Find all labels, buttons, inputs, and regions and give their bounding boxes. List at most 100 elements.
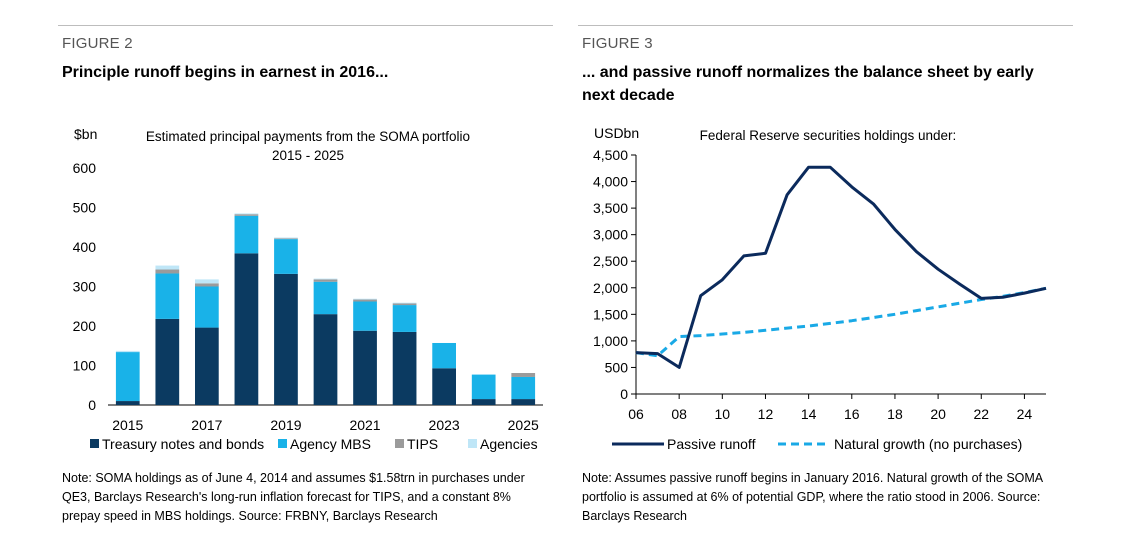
y-tick-label: 300 xyxy=(73,279,97,295)
x-tick-label: 2015 xyxy=(112,417,143,433)
y-tick-label: 600 xyxy=(73,160,97,176)
figure-note: Note: SOMA holdings as of June 4, 2014 a… xyxy=(62,471,525,523)
legend-label: Natural growth (no purchases) xyxy=(834,436,1022,452)
x-tick-label: 24 xyxy=(1017,406,1033,422)
y-tick-label: 2,000 xyxy=(593,280,628,296)
bar-segment xyxy=(195,286,219,328)
figure-note: Note: Assumes passive runoff begins in J… xyxy=(582,471,1043,523)
bar-segment xyxy=(353,330,377,405)
x-tick-label: 2017 xyxy=(191,417,222,433)
figure-3-panel: FIGURE 3 ... and passive runoff normaliz… xyxy=(578,0,1073,545)
legend-swatch xyxy=(278,439,287,448)
bar-segment xyxy=(234,214,259,216)
bar-segment xyxy=(511,399,536,405)
figure-label: FIGURE 3 xyxy=(582,35,653,52)
y-tick-label: 2,500 xyxy=(593,253,628,269)
bar-segment xyxy=(511,373,536,377)
y-tick-label: 0 xyxy=(88,397,96,413)
bar-segment xyxy=(234,215,259,254)
chart-title-line-2: 2015 - 2025 xyxy=(271,148,345,163)
figure-title: ... and passive runoff normalizes the ba… xyxy=(582,64,1034,104)
bar-segment xyxy=(155,269,180,274)
chart-title: Estimated principal payments from the SO… xyxy=(128,127,488,165)
x-tick-label: 10 xyxy=(715,406,731,422)
bar-segment xyxy=(274,237,298,239)
bar-segment xyxy=(353,299,377,302)
bar-segment xyxy=(115,350,140,353)
bar-segment xyxy=(471,399,496,405)
x-tick-label: 16 xyxy=(844,406,860,422)
x-tick-label: 06 xyxy=(628,406,644,422)
bar-segment xyxy=(155,265,180,270)
y-tick-label: 1,000 xyxy=(593,333,628,349)
y-tick-label: 400 xyxy=(73,239,97,255)
bar-segment xyxy=(234,253,259,405)
bar-segment xyxy=(511,376,536,400)
figure-label: FIGURE 2 xyxy=(62,35,133,52)
bar-segment xyxy=(155,318,180,405)
bar-segment xyxy=(313,279,338,282)
top-rule xyxy=(578,25,1073,26)
legend-label: TIPS xyxy=(407,436,438,452)
chart-title-line-1: Estimated principal payments from the SO… xyxy=(145,129,471,144)
bar-segment xyxy=(432,368,456,405)
bar-segment xyxy=(115,401,140,405)
bar-segment xyxy=(313,314,338,405)
bar-segment xyxy=(392,331,417,405)
x-tick-label: 14 xyxy=(801,406,817,422)
y-tick-label: 500 xyxy=(73,200,97,216)
figure-title: Principle runoff begins in earnest in 20… xyxy=(62,64,389,81)
bar-segment xyxy=(353,298,377,300)
x-tick-label: 2025 xyxy=(508,417,539,433)
bar-segment xyxy=(195,283,219,287)
bar-segment xyxy=(392,305,417,332)
y-tick-label: 3,000 xyxy=(593,227,628,243)
bar-segment xyxy=(195,327,219,405)
x-tick-label: 2021 xyxy=(349,417,380,433)
legend-swatch xyxy=(468,439,477,448)
bar-chart: 0 100 200 300 400 500 600 2015 2017 2019 2021 2023 2… xyxy=(73,160,543,452)
x-tick-label: 20 xyxy=(930,406,946,422)
bar-segment xyxy=(115,352,140,402)
bar-segment xyxy=(155,273,180,319)
figure-2-panel: FIGURE 2 Principle runoff begins in earn… xyxy=(58,0,553,545)
y-tick-label: 200 xyxy=(73,318,97,334)
y-tick-label: 4,000 xyxy=(593,174,628,190)
bar-segment xyxy=(313,281,338,315)
y-tick-label: 3,500 xyxy=(593,200,628,216)
bar-segment xyxy=(313,278,338,280)
legend-label: Treasury notes and bonds xyxy=(102,436,264,452)
chart-title: Federal Reserve securities holdings unde… xyxy=(699,128,957,143)
x-tick-label: 18 xyxy=(887,406,903,422)
y-tick-label: 100 xyxy=(73,358,97,374)
y-axis-unit: USDbn xyxy=(594,125,640,141)
x-tick-label: 2019 xyxy=(270,417,301,433)
legend-label: Passive runoff xyxy=(667,436,756,452)
bar-segment xyxy=(195,279,219,284)
legend-label: Agencies xyxy=(480,436,538,452)
bar-segment xyxy=(234,213,259,215)
x-tick-label: 22 xyxy=(973,406,989,422)
bar-segment xyxy=(432,342,456,369)
top-rule xyxy=(58,25,553,26)
x-tick-label: 08 xyxy=(671,406,687,422)
bar-segment xyxy=(392,303,417,306)
legend-swatch xyxy=(90,439,99,448)
y-axis-unit: $bn xyxy=(74,126,98,142)
bar-segment xyxy=(471,374,496,400)
passive-runoff-line xyxy=(635,165,1047,369)
bar-segment xyxy=(353,301,377,331)
x-tick-label: 12 xyxy=(758,406,774,422)
line-chart: 0 500 1,000 1,500 2,000 2,500 3,000 3,500 4,000 4… xyxy=(593,147,1047,452)
legend-label: Agency MBS xyxy=(290,436,371,452)
x-tick-label: 2023 xyxy=(429,417,460,433)
natural-growth-line xyxy=(635,286,1047,358)
y-tick-label: 500 xyxy=(605,359,629,375)
y-tick-label: 4,500 xyxy=(593,147,628,163)
y-tick-label: 1,500 xyxy=(593,306,628,322)
bar-segment xyxy=(274,273,298,405)
bar-segment xyxy=(274,239,298,274)
y-tick-label: 0 xyxy=(620,386,628,402)
legend-swatch xyxy=(395,439,404,448)
bar-segment xyxy=(392,302,417,304)
